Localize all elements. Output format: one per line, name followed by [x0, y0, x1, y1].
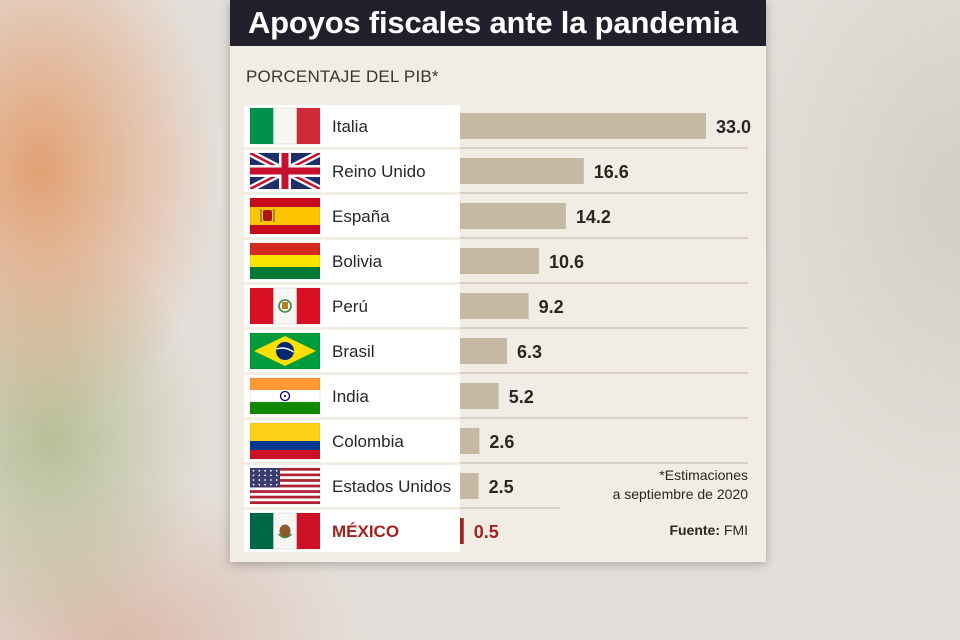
country-label: Bolivia	[332, 252, 383, 271]
india-flag-icon	[250, 378, 320, 414]
chart-row: Italia 33.0	[244, 105, 751, 149]
country-label: Brasil	[332, 342, 375, 361]
flag-border	[249, 377, 321, 415]
flag-border	[249, 242, 321, 280]
chart-row: Reino Unido 16.6	[244, 150, 748, 194]
chart-row: Colombia 2.6	[244, 420, 748, 464]
bar	[460, 428, 480, 454]
value-label: 10.6	[549, 252, 584, 272]
peru-flag-icon	[250, 288, 320, 324]
bar	[460, 338, 507, 364]
bar	[460, 113, 706, 139]
country-label: Estados Unidos	[332, 477, 451, 496]
flag-border	[249, 287, 321, 325]
country-label: Reino Unido	[332, 162, 426, 181]
bar	[460, 203, 566, 229]
flag-border	[249, 512, 321, 550]
note-line-2: a septiembre de 2020	[612, 486, 748, 502]
source-credit: Fuente: FMI	[669, 522, 748, 538]
colombia-flag-icon	[250, 423, 320, 459]
country-label: Colombia	[332, 432, 404, 451]
bar	[460, 473, 479, 499]
chart-row: India 5.2	[244, 375, 748, 419]
value-label: 0.5	[474, 522, 499, 542]
bar	[460, 158, 584, 184]
infographic-card: Apoyos fiscales ante la pandemia PORCENT…	[230, 0, 766, 562]
country-label: España	[332, 207, 390, 226]
value-label: 2.6	[489, 432, 514, 452]
title-bar: Apoyos fiscales ante la pandemia	[230, 0, 766, 46]
flag-border	[249, 332, 321, 370]
value-label: 5.2	[509, 387, 534, 407]
value-label: 16.6	[594, 162, 629, 182]
source-value: FMI	[723, 522, 748, 538]
chart-row: Brasil 6.3	[244, 330, 748, 374]
chart-title: Apoyos fiscales ante la pandemia	[248, 5, 738, 40]
flag-border	[249, 467, 321, 505]
source-label: Fuente:	[669, 522, 720, 538]
value-label: 6.3	[517, 342, 542, 362]
chart-row: MÉXICO 0.5	[244, 510, 499, 552]
estimation-note: *Estimaciones a septiembre de 2020	[613, 466, 748, 504]
bar-chart: Italia 33.0 Reino Unido 16.6 España 14.2 Boliv…	[244, 105, 751, 552]
flag-border	[249, 107, 321, 145]
flag-border	[249, 197, 321, 235]
bar	[460, 518, 464, 544]
bolivia-flag-icon	[250, 243, 320, 279]
bar	[460, 293, 529, 319]
spain-flag-icon	[250, 198, 320, 234]
italy-flag-icon	[250, 108, 320, 144]
mexico-flag-icon	[250, 513, 320, 549]
flag-border	[249, 422, 321, 460]
chart-subtitle: PORCENTAJE DEL PIB*	[246, 67, 439, 86]
value-label: 33.0	[716, 117, 751, 137]
value-label: 2.5	[489, 477, 514, 497]
bar	[460, 248, 540, 274]
chart-row: Bolivia 10.6	[244, 240, 748, 284]
country-label: Italia	[332, 117, 368, 136]
brazil-flag-icon	[250, 333, 320, 369]
value-label: 9.2	[539, 297, 564, 317]
country-label: MÉXICO	[332, 522, 399, 541]
country-label: Perú	[332, 297, 368, 316]
chart-row: Estados Unidos 2.5	[244, 465, 560, 509]
note-line-1: *Estimaciones	[659, 467, 748, 483]
value-label: 14.2	[576, 207, 611, 227]
chart-row: España 14.2	[244, 195, 748, 239]
chart-row: Perú 9.2	[244, 285, 748, 329]
bar	[460, 383, 499, 409]
uk-flag-icon	[250, 153, 320, 189]
flag-border	[249, 152, 321, 190]
country-label: India	[332, 387, 369, 406]
usa-flag-icon	[250, 468, 320, 504]
